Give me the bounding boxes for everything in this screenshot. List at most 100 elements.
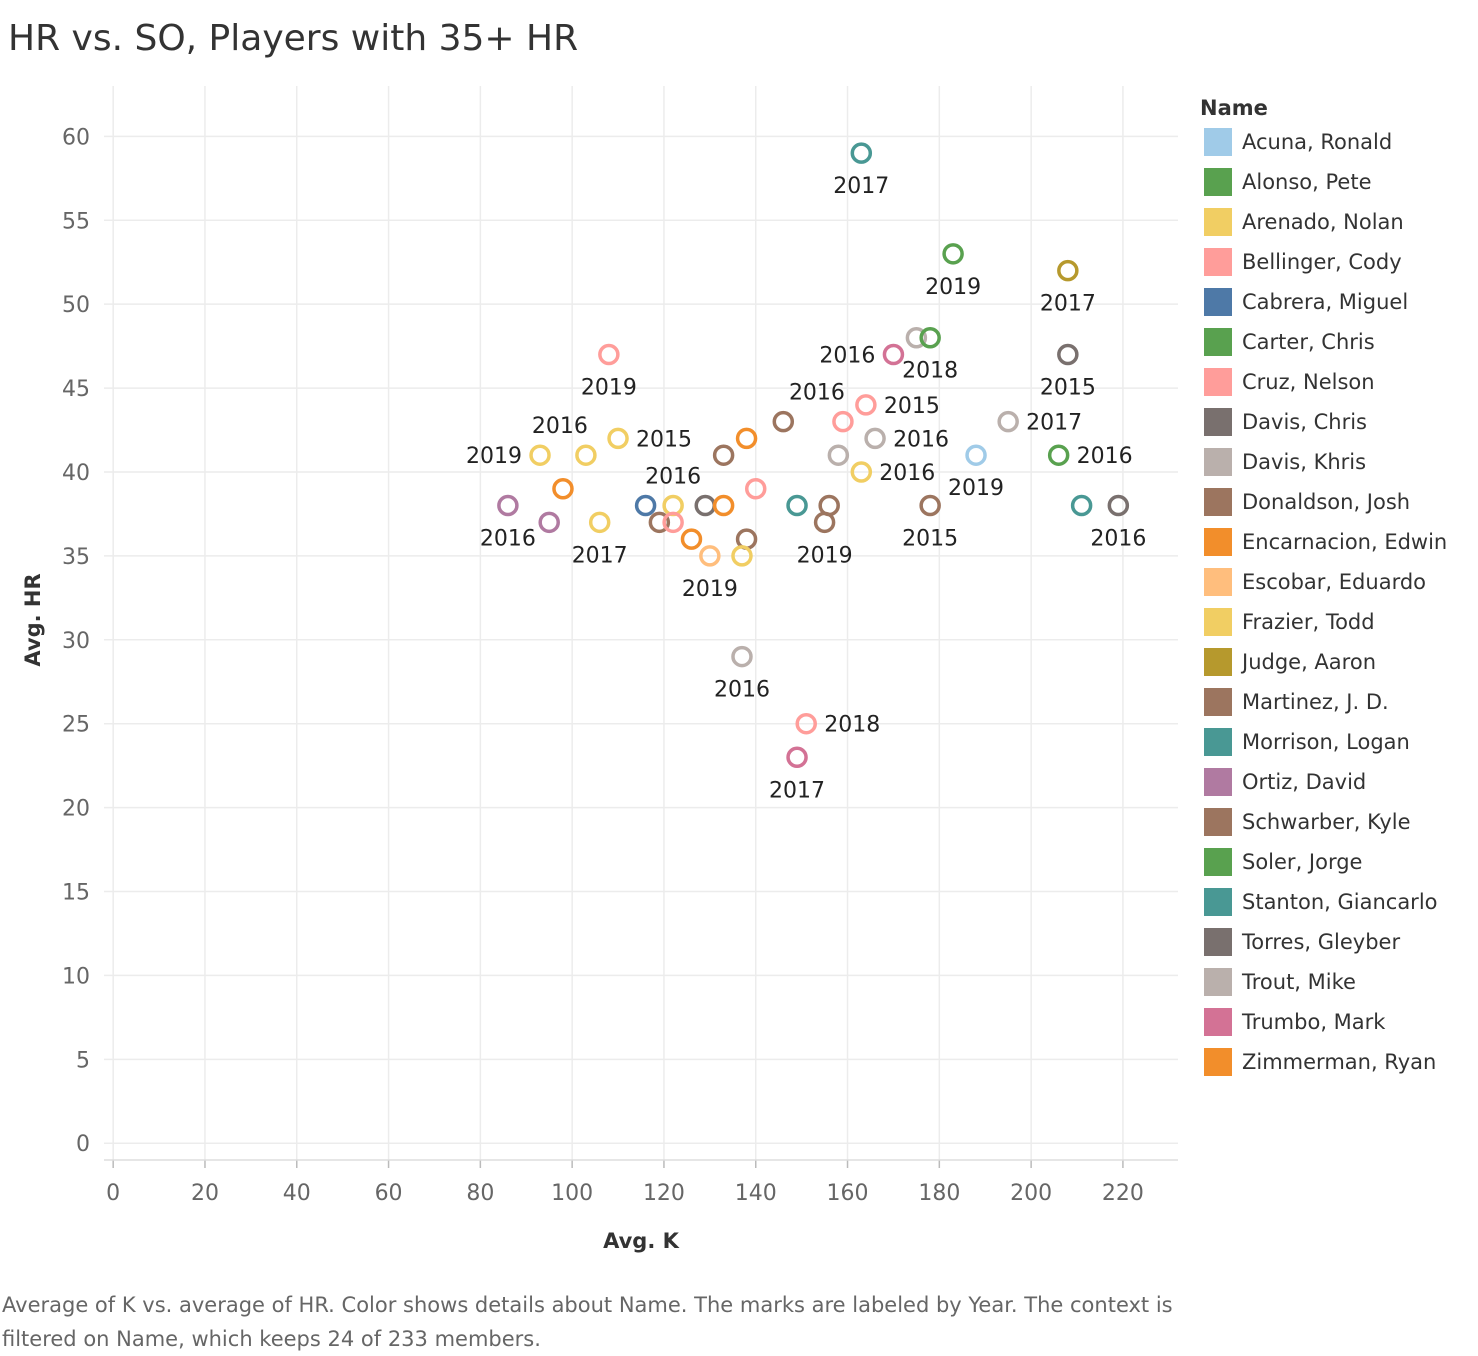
data-point (855, 394, 877, 416)
legend-item[interactable]: Carter, Chris (1200, 322, 1478, 362)
legend-label: Escobar, Eduardo (1242, 570, 1427, 594)
data-point (1047, 444, 1070, 466)
x-tick-label: 60 (375, 1181, 403, 1206)
data-point (786, 746, 808, 768)
legend-label: Bellinger, Cody (1242, 250, 1402, 274)
data-point (538, 511, 560, 534)
legend-label: Encarnacion, Edwin (1242, 530, 1448, 554)
data-point (864, 427, 886, 450)
legend-item[interactable]: Stanton, Giancarlo (1200, 882, 1478, 922)
legend-item[interactable]: Donaldson, Josh (1200, 482, 1478, 522)
data-point (712, 444, 735, 466)
legend-item[interactable]: Schwarber, Kyle (1200, 802, 1478, 842)
legend-item[interactable]: Alonso, Pete (1200, 162, 1478, 202)
legend-label: Ortiz, David (1242, 770, 1367, 794)
legend-swatch (1204, 1008, 1232, 1036)
legend-swatch (1204, 408, 1232, 436)
y-tick-label: 25 (62, 713, 90, 738)
point-label: 2017 (833, 174, 889, 199)
point-label: 2015 (1040, 376, 1096, 401)
point-label: 2017 (572, 543, 628, 568)
point-label: 2019 (682, 577, 738, 602)
legend-swatch (1204, 488, 1232, 516)
legend-item[interactable]: Soler, Jorge (1200, 842, 1478, 882)
data-point (832, 410, 854, 433)
x-tick-label: 0 (106, 1181, 120, 1206)
legend-item[interactable]: Morrison, Logan (1200, 722, 1478, 762)
legend-swatch (1204, 168, 1232, 196)
chart-title: HR vs. SO, Players with 35+ HR (8, 18, 579, 59)
legend-item[interactable]: Escobar, Eduardo (1200, 562, 1478, 602)
legend-item[interactable]: Zimmerman, Ryan (1200, 1042, 1478, 1082)
data-point (850, 142, 873, 164)
data-point (919, 326, 941, 349)
data-point (680, 528, 703, 550)
point-label: 2017 (1026, 411, 1082, 436)
data-point (588, 511, 611, 534)
legend-item[interactable]: Davis, Khris (1200, 442, 1478, 482)
data-point (575, 444, 597, 466)
legend-label: Davis, Khris (1242, 450, 1367, 474)
x-tick-label: 80 (466, 1181, 494, 1206)
y-tick-label: 35 (62, 545, 90, 570)
data-point (1057, 343, 1079, 366)
data-point (813, 511, 836, 534)
legend-label: Morrison, Logan (1242, 730, 1410, 754)
legend-swatch (1204, 328, 1232, 356)
legend-label: Davis, Chris (1242, 410, 1367, 434)
data-point (1057, 259, 1079, 282)
legend-item[interactable]: Arenado, Nolan (1200, 202, 1478, 242)
legend-label: Torres, Gleyber (1242, 930, 1401, 954)
y-tick-label: 10 (62, 964, 90, 989)
legend-item[interactable]: Frazier, Todd (1200, 602, 1478, 642)
legend-item[interactable]: Acuna, Ronald (1200, 122, 1478, 162)
data-point (648, 511, 671, 534)
legend-items: Acuna, Ronald Alonso, Pete Arenado, Nolan B… (1200, 122, 1478, 1082)
legend-item[interactable]: Cabrera, Miguel (1200, 282, 1478, 322)
legend-swatch (1204, 768, 1232, 796)
legend-item[interactable]: Cruz, Nelson (1200, 362, 1478, 402)
y-tick-label: 40 (62, 461, 90, 486)
data-point (827, 444, 850, 466)
point-label: 2016 (1090, 527, 1146, 552)
legend-item[interactable]: Trumbo, Mark (1200, 1002, 1478, 1042)
point-label: 2016 (1077, 444, 1133, 469)
legend-label: Cruz, Nelson (1242, 370, 1375, 394)
legend-item[interactable]: Torres, Gleyber (1200, 922, 1478, 962)
point-label: 2017 (1040, 292, 1096, 317)
point-label: 2015 (902, 527, 958, 552)
legend-swatch (1204, 1048, 1232, 1076)
legend-label: Donaldson, Josh (1242, 490, 1411, 514)
legend-item[interactable]: Encarnacion, Edwin (1200, 522, 1478, 562)
data-point (1070, 494, 1093, 517)
data-point (919, 494, 941, 517)
x-tick-label: 40 (283, 1181, 311, 1206)
point-label: 2019 (581, 376, 637, 401)
point-label: 2015 (884, 394, 940, 419)
legend-label: Martinez, J. D. (1242, 690, 1389, 714)
legend-item[interactable]: Judge, Aaron (1200, 642, 1478, 682)
legend-item[interactable]: Martinez, J. D. (1200, 682, 1478, 722)
legend-label: Trout, Mike (1242, 970, 1356, 994)
point-label: 2016 (714, 678, 770, 703)
legend-item[interactable]: Trout, Mike (1200, 962, 1478, 1002)
legend-item[interactable]: Bellinger, Cody (1200, 242, 1478, 282)
x-tick-label: 140 (735, 1181, 777, 1206)
y-tick-label: 45 (62, 377, 90, 402)
legend-label: Arenado, Nolan (1242, 210, 1404, 234)
data-point (662, 511, 684, 534)
point-label: 2017 (769, 778, 825, 803)
data-point (731, 645, 753, 668)
x-tick-label: 200 (1010, 1181, 1052, 1206)
legend-item[interactable]: Davis, Chris (1200, 402, 1478, 442)
y-tick-label: 20 (62, 797, 90, 822)
data-point (786, 494, 808, 517)
y-tick-label: 60 (62, 125, 90, 150)
legend-swatch (1204, 808, 1232, 836)
legend-label: Alonso, Pete (1242, 170, 1372, 194)
legend-item[interactable]: Ortiz, David (1200, 762, 1478, 802)
grid (104, 86, 1178, 1160)
legend-swatch (1204, 968, 1232, 996)
legend-swatch (1204, 648, 1232, 676)
legend-swatch (1204, 568, 1232, 596)
